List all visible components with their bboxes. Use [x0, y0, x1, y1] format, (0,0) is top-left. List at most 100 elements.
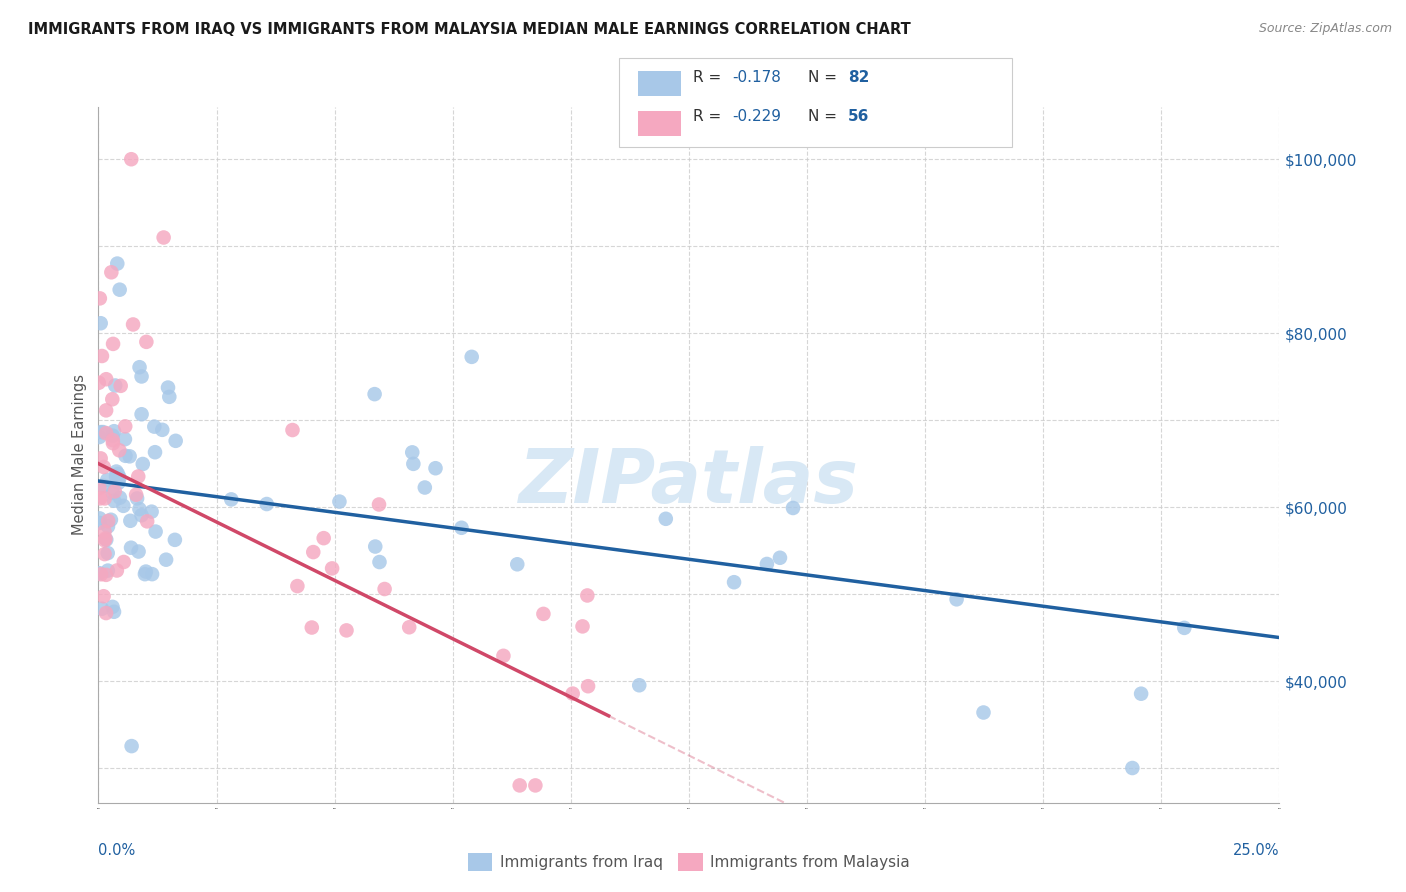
Point: [165, 434, 187, 448]
Point: [281, 423, 304, 437]
Point: [152, 230, 174, 244]
Point: [93, 479, 115, 493]
Point: [94, 606, 117, 620]
Point: [93, 524, 115, 539]
Point: [97, 564, 120, 578]
Point: [398, 620, 420, 634]
Point: [374, 582, 396, 596]
Text: R =: R =: [693, 109, 727, 124]
Point: [93, 533, 115, 548]
Point: [94, 403, 117, 417]
Point: [107, 475, 129, 490]
Text: 82: 82: [848, 70, 869, 85]
Point: [135, 565, 157, 579]
Point: [89, 291, 111, 305]
Point: [335, 624, 357, 638]
Point: [425, 461, 447, 475]
Point: [112, 555, 135, 569]
Point: [312, 531, 335, 545]
Point: [363, 387, 385, 401]
Point: [90, 567, 112, 582]
Point: [141, 505, 163, 519]
Point: [128, 544, 150, 558]
Point: [368, 498, 391, 512]
Point: [105, 257, 128, 271]
Point: [112, 499, 135, 513]
Point: [104, 484, 127, 499]
Point: [973, 706, 995, 720]
Point: [135, 334, 157, 349]
Text: N =: N =: [808, 70, 842, 85]
Point: [401, 445, 423, 459]
Point: [91, 349, 114, 363]
Point: [141, 567, 163, 582]
Point: [755, 557, 778, 571]
Point: [105, 465, 128, 479]
Point: [97, 519, 120, 533]
Text: R =: R =: [693, 70, 727, 85]
Point: [134, 567, 156, 582]
Point: [104, 378, 127, 392]
Point: [94, 532, 117, 546]
Text: 25.0%: 25.0%: [1233, 843, 1279, 858]
Point: [121, 739, 143, 753]
Point: [301, 621, 323, 635]
Point: [120, 514, 142, 528]
Point: [492, 648, 515, 663]
Point: [101, 433, 124, 447]
Point: [89, 491, 111, 506]
Point: [93, 547, 115, 561]
Point: [101, 337, 124, 351]
Point: [368, 555, 391, 569]
Point: [524, 778, 547, 793]
Point: [103, 493, 125, 508]
Point: [576, 589, 599, 603]
Point: [128, 502, 150, 516]
Point: [1121, 761, 1143, 775]
Point: [782, 500, 804, 515]
Point: [120, 153, 142, 167]
Point: [145, 524, 167, 539]
Point: [125, 488, 148, 502]
Point: [105, 564, 128, 578]
Text: Source: ZipAtlas.com: Source: ZipAtlas.com: [1258, 22, 1392, 36]
Point: [1173, 621, 1195, 635]
Point: [131, 369, 153, 384]
Point: [94, 567, 117, 582]
Point: [460, 350, 482, 364]
Point: [90, 425, 112, 439]
Point: [122, 318, 145, 332]
Point: [127, 491, 149, 506]
Point: [143, 445, 166, 459]
Point: [131, 407, 153, 421]
Point: [945, 592, 967, 607]
Point: [91, 601, 114, 615]
Point: [156, 380, 179, 394]
Point: [97, 514, 120, 528]
Point: [128, 360, 150, 375]
Point: [118, 450, 141, 464]
Point: [90, 316, 112, 330]
Point: [89, 566, 111, 581]
Point: [628, 678, 651, 692]
Point: [91, 425, 114, 439]
Y-axis label: Median Male Earnings: Median Male Earnings: [72, 375, 87, 535]
Text: IMMIGRANTS FROM IRAQ VS IMMIGRANTS FROM MALAYSIA MEDIAN MALE EARNINGS CORRELATIO: IMMIGRANTS FROM IRAQ VS IMMIGRANTS FROM …: [28, 22, 911, 37]
Point: [576, 679, 599, 693]
Point: [413, 481, 436, 495]
Text: -0.229: -0.229: [733, 109, 782, 124]
Point: [571, 619, 593, 633]
Point: [114, 419, 136, 434]
Point: [96, 426, 118, 441]
Point: [655, 512, 678, 526]
Point: [150, 423, 173, 437]
Point: [96, 533, 118, 547]
Point: [256, 497, 278, 511]
Point: [302, 545, 325, 559]
Point: [769, 550, 792, 565]
Point: [89, 516, 111, 530]
Point: [94, 491, 117, 506]
Point: [100, 513, 122, 527]
Point: [110, 379, 132, 393]
Point: [1130, 687, 1153, 701]
